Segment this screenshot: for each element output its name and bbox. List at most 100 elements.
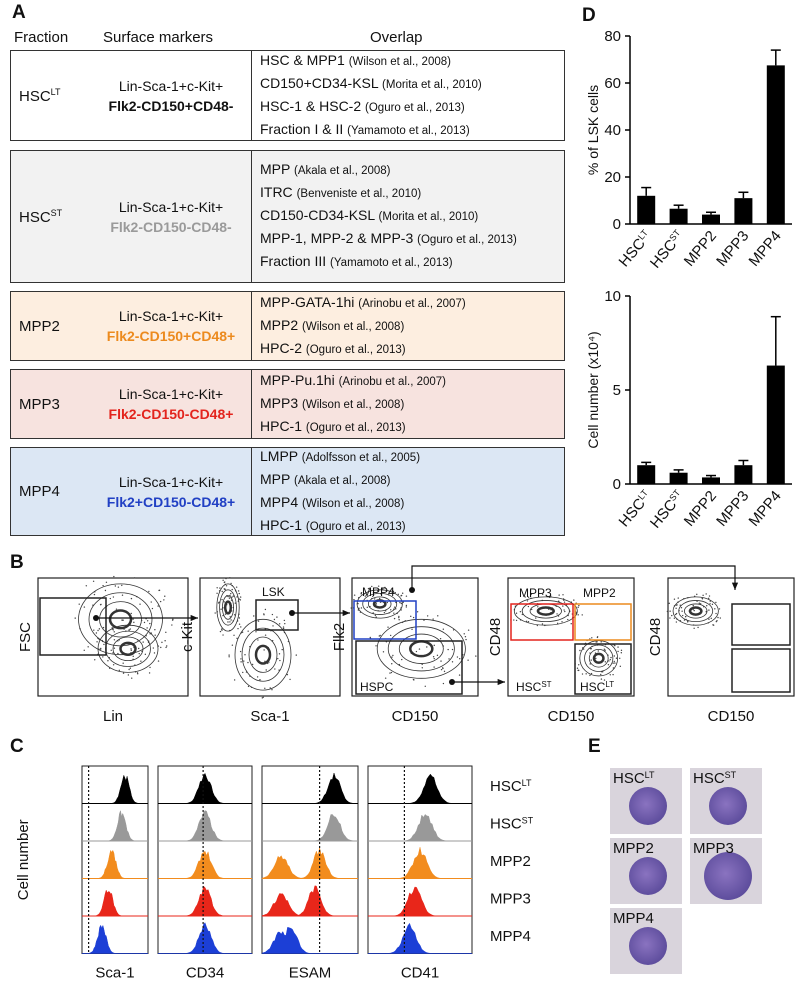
gate-label: HSCST [516,680,552,695]
flow-event [164,640,166,642]
flow-event [237,627,239,630]
histogram [368,773,472,804]
flow-event [705,593,707,595]
cell [629,857,667,895]
flow-event [426,646,428,648]
overlap-cite: (Adolfsson et al., 2005) [301,451,421,464]
flow-event [230,582,232,585]
flow-event [151,607,154,610]
y-axis-label: Cell number (x10⁴) [585,331,601,448]
flow-event [465,638,467,641]
flow-event [145,635,147,637]
gate-label-base: HSC [516,680,542,694]
flow-event [615,657,618,659]
flow-contour [398,633,444,664]
flow-event [225,585,228,587]
flow-event [282,627,285,630]
overlap-cite: (Benveniste et al., 2010) [296,188,422,200]
cell-label: MPP2 [613,840,654,857]
x-tick-label: MPP2 [681,228,720,270]
overlap-name: HSC & MPP1 [260,51,345,68]
histogram [261,847,358,879]
flow-event [527,605,530,608]
flow-event [130,649,132,652]
flow-event [257,639,259,641]
table-header: Fraction [14,29,69,46]
flow-event [467,659,469,661]
flow-event [617,646,619,648]
flow-event [556,622,559,625]
arrow-head [342,609,350,617]
overlap-item: MPP-1, MPP-2 & MPP-3 (Oguro et al., 2013… [260,228,558,251]
flow-event [243,660,245,662]
flow-event [459,658,461,660]
table-row: HSCLT Lin-Sca-1+c-Kit+ Flk2-CD150+CD48- HSC… [10,50,565,141]
marker-line: Lin-Sca-1+c-Kit+ [118,198,224,215]
fraction-label: MPP3 [19,370,60,438]
cell-label-base: MPP4 [613,910,654,927]
flow-event [107,660,109,662]
flow-event [224,588,226,591]
flow-event [456,656,459,658]
flow-event [161,641,163,644]
flow-event [405,604,408,607]
flow-event [673,598,676,600]
flow-event [122,619,124,621]
flow-event [146,620,149,622]
flow-event [536,624,539,627]
flow-event [424,685,426,687]
overlap-cite: (Wilson et al., 2008) [302,320,405,333]
flow-event [515,619,518,622]
flow-event [224,613,227,615]
flow-event [97,629,99,632]
flow-event [386,601,389,604]
flow-contour [362,592,398,615]
flow-event [235,586,238,588]
cell-label: HSCLT [613,770,655,787]
flow-contour [78,583,163,656]
flow-contour [672,596,719,626]
marker-line: Lin-Sca-1+c-Kit+ [118,386,224,402]
flow-contour [588,648,609,668]
overlap-item: MPP-GATA-1hi (Arinobu et al., 2007) [260,292,558,315]
arrow-head [190,614,198,622]
flow-event [570,623,572,625]
overlap-item: CD150+CD34-KSL (Morita et al., 2010) [260,73,558,96]
x-tick-label: HSCST [647,487,688,531]
flow-event [129,628,132,630]
fraction-text: MPP4 [19,483,60,500]
flow-contour [584,644,614,672]
histogram [82,774,148,804]
flow-event [132,655,134,658]
overlap-name: CD150-CD34-KSL [260,207,375,223]
flow-event [433,666,435,668]
flow-contour [376,618,466,679]
flow-event [392,590,395,593]
flow-event [98,628,101,630]
flow-event [451,648,454,651]
flow-event [397,593,399,596]
bar [669,208,688,224]
gate-label: MPP4 [362,585,395,599]
marker-line-key: Flk2-CD150+CD48- [108,97,234,114]
flow-event [717,616,719,619]
gate [731,648,791,693]
flow-event [137,647,140,650]
population-label-base: HSC [490,815,522,832]
flow-y-label: CD48 [487,618,504,656]
overlap-list: HSC & MPP1 (Wilson et al., 2008) CD150+CD… [251,51,564,140]
flow-event [237,590,240,592]
flow-event [693,609,695,612]
flow-contour [387,626,455,672]
flow-event [683,619,686,621]
flow-event [118,669,121,672]
flow-event [238,592,240,595]
fraction-label: MPP4 [19,448,60,535]
histogram [82,849,148,879]
flow-x-label: CD150 [548,708,595,725]
overlap-name: MPP [260,161,291,177]
flow-event [378,597,381,600]
flow-event [140,660,142,662]
flow-event [102,584,104,587]
